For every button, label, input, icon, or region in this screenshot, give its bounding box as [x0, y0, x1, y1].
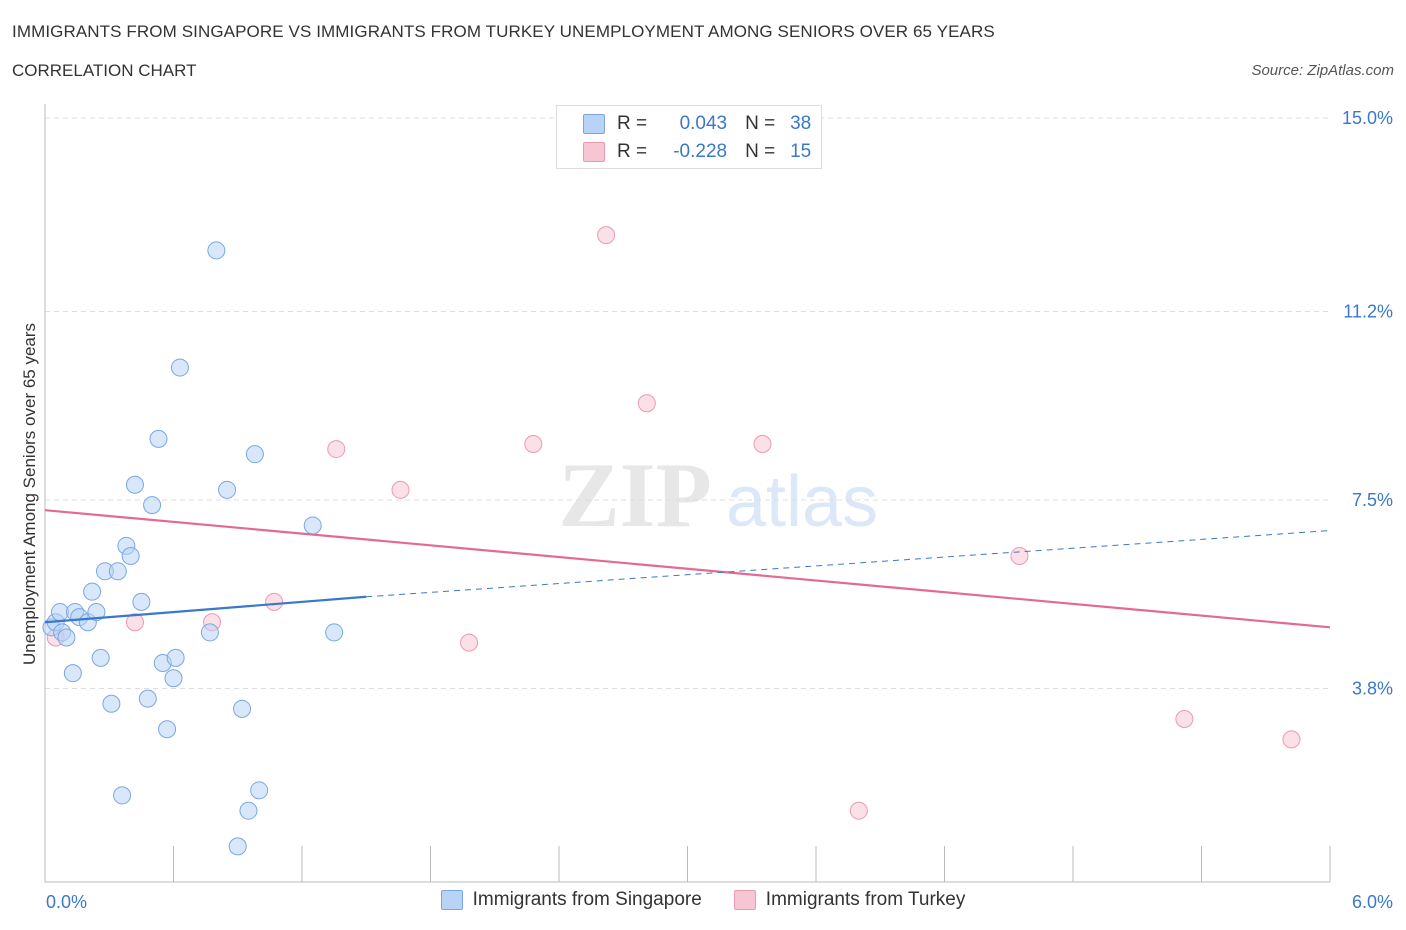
turkey-point [327, 440, 346, 459]
y-tick-label: 7.5% [1352, 490, 1393, 510]
turkey-point [1010, 547, 1029, 566]
singapore-point [63, 664, 82, 683]
stats-box: R = 0.043 N = 38 R = -0.228 N = 15 [556, 105, 822, 169]
singapore-point [132, 592, 151, 611]
singapore-point [166, 648, 185, 667]
turkey-swatch [733, 890, 756, 910]
chart-subtitle: CORRELATION CHART [12, 61, 197, 80]
singapore-point [83, 582, 102, 601]
singapore-trend-line-dashed [366, 530, 1331, 598]
turkey-point [460, 633, 479, 652]
singapore-swatch [440, 890, 463, 910]
singapore-trend-line [44, 595, 367, 624]
singapore-point [228, 837, 247, 856]
x-tick-label: 6.0% [1352, 892, 1393, 912]
n-value: 15 [790, 141, 812, 162]
singapore-point [239, 801, 258, 820]
y-tick-label: 11.2% [1343, 302, 1393, 322]
singapore-point [218, 480, 237, 499]
turkey-point [597, 226, 616, 245]
stats-row-singapore: R = 0.043 N = 38 [583, 111, 811, 137]
x-tick-label: 0.0% [46, 892, 87, 912]
singapore-point [200, 623, 219, 642]
singapore-point [125, 475, 144, 494]
n-label: N = [745, 141, 776, 162]
turkey-point [524, 434, 543, 453]
legend-label: Immigrants from Turkey [765, 889, 966, 910]
singapore-point [149, 429, 168, 448]
turkey-point [391, 480, 410, 499]
singapore-point [158, 720, 177, 739]
singapore-point [138, 689, 157, 708]
r-label: R = [617, 113, 648, 134]
source-credit: Source: ZipAtlas.com [1251, 62, 1394, 79]
chart-legend: Immigrants from Singapore Immigrants fro… [0, 889, 1406, 911]
singapore-point [102, 694, 121, 713]
singapore-point [303, 516, 322, 535]
turkey-swatch [583, 142, 605, 162]
legend-label: Immigrants from Singapore [472, 889, 702, 910]
r-value: -0.228 [673, 141, 728, 162]
singapore-point [87, 603, 106, 622]
turkey-point [265, 592, 284, 611]
turkey-point [1175, 710, 1194, 729]
legend-item-turkey[interactable]: Immigrants from Turkey [733, 889, 966, 911]
singapore-swatch [583, 114, 605, 134]
turkey-point [1282, 730, 1301, 749]
n-label: N = [745, 113, 776, 134]
singapore-point [325, 623, 344, 642]
y-tick-label: 15.0% [1342, 108, 1393, 128]
singapore-point [143, 496, 162, 515]
singapore-point [207, 241, 226, 260]
singapore-point [164, 669, 183, 688]
singapore-point [170, 358, 189, 377]
turkey-point [125, 613, 144, 632]
turkey-point [753, 434, 772, 453]
y-tick-label: 3.8% [1352, 678, 1393, 698]
turkey-point [637, 394, 656, 413]
singapore-point [50, 603, 69, 622]
singapore-point [121, 547, 140, 566]
stats-row-turkey: R = -0.228 N = 15 [583, 139, 811, 165]
singapore-point [250, 781, 269, 800]
turkey-point [849, 801, 868, 820]
watermark-zip: ZIP [558, 444, 711, 546]
singapore-point [245, 445, 264, 464]
r-value: 0.043 [679, 113, 728, 134]
singapore-point [91, 648, 110, 667]
watermark-atlas: atlas [726, 462, 878, 542]
r-label: R = [617, 141, 648, 162]
singapore-point [233, 699, 252, 718]
singapore-point [108, 562, 127, 581]
chart-title: IMMIGRANTS FROM SINGAPORE VS IMMIGRANTS … [12, 22, 995, 41]
legend-item-singapore[interactable]: Immigrants from Singapore [440, 889, 702, 911]
singapore-point [57, 628, 76, 647]
turkey-trend-line [44, 509, 1331, 629]
n-value: 38 [790, 113, 812, 134]
singapore-point [113, 786, 132, 805]
